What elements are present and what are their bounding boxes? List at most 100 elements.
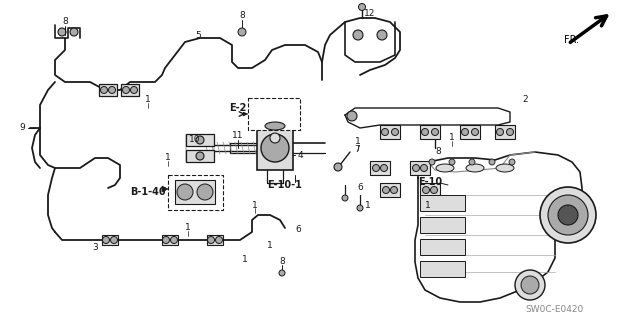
Bar	[257, 126, 293, 170]
Bar	[420, 195, 465, 211]
Text: B-1-40: B-1-40	[130, 187, 166, 197]
Text: 11: 11	[232, 130, 244, 139]
Circle shape	[170, 236, 177, 243]
Text: 6: 6	[295, 226, 301, 234]
Circle shape	[422, 129, 429, 136]
Text: E-10: E-10	[418, 177, 442, 187]
Bar	[99, 84, 117, 96]
Circle shape	[372, 165, 380, 172]
Circle shape	[383, 187, 390, 194]
Circle shape	[196, 152, 204, 160]
Circle shape	[472, 129, 479, 136]
Circle shape	[431, 187, 438, 194]
Circle shape	[100, 86, 108, 93]
Circle shape	[196, 136, 204, 144]
Circle shape	[558, 205, 578, 225]
Text: 1: 1	[365, 201, 371, 210]
Circle shape	[109, 86, 115, 93]
Circle shape	[515, 270, 545, 300]
Text: 1: 1	[145, 95, 151, 105]
Text: 8: 8	[435, 147, 441, 157]
Ellipse shape	[466, 164, 484, 172]
Polygon shape	[162, 186, 168, 192]
Bar	[102, 235, 118, 245]
Circle shape	[420, 165, 428, 172]
Circle shape	[102, 236, 109, 243]
Circle shape	[381, 165, 387, 172]
Bar	[162, 235, 178, 245]
Text: 1: 1	[185, 224, 191, 233]
Circle shape	[381, 129, 388, 136]
Circle shape	[163, 236, 170, 243]
Circle shape	[540, 187, 596, 243]
Bar	[420, 261, 465, 277]
Circle shape	[238, 28, 246, 36]
Text: 5: 5	[195, 31, 201, 40]
Circle shape	[497, 129, 504, 136]
Circle shape	[261, 134, 289, 162]
Text: 3: 3	[92, 243, 98, 253]
Text: 1: 1	[242, 256, 248, 264]
Circle shape	[357, 205, 363, 211]
Ellipse shape	[496, 164, 514, 172]
Circle shape	[177, 184, 193, 200]
Circle shape	[461, 129, 468, 136]
Bar	[248, 98, 300, 130]
Bar	[460, 125, 480, 139]
Bar	[380, 183, 400, 197]
Circle shape	[413, 165, 419, 172]
Bar	[186, 134, 214, 146]
Text: FR.: FR.	[564, 35, 580, 45]
Text: 1: 1	[355, 137, 361, 146]
Bar	[420, 239, 465, 255]
Circle shape	[431, 132, 438, 139]
Bar	[495, 125, 515, 139]
Text: 10: 10	[189, 136, 201, 145]
Circle shape	[506, 129, 513, 136]
Bar	[370, 161, 390, 175]
Text: 7: 7	[354, 145, 360, 154]
Ellipse shape	[436, 164, 454, 172]
Bar	[168, 175, 223, 210]
Ellipse shape	[265, 122, 285, 130]
Text: E-2: E-2	[229, 103, 246, 113]
Text: 1: 1	[165, 153, 171, 162]
Circle shape	[489, 159, 495, 165]
Text: 1: 1	[449, 133, 455, 143]
Circle shape	[279, 270, 285, 276]
Text: 1: 1	[267, 241, 273, 249]
Circle shape	[509, 159, 515, 165]
Text: SW0C-E0420: SW0C-E0420	[526, 306, 584, 315]
Circle shape	[431, 129, 438, 136]
Bar	[410, 161, 430, 175]
Circle shape	[111, 236, 118, 243]
Bar	[380, 125, 400, 139]
Circle shape	[353, 30, 363, 40]
Bar	[207, 235, 223, 245]
Text: 8: 8	[62, 18, 68, 26]
Text: E-10-1: E-10-1	[268, 180, 303, 190]
Circle shape	[216, 236, 223, 243]
Circle shape	[131, 86, 138, 93]
Bar	[186, 150, 214, 162]
Circle shape	[347, 111, 357, 121]
Text: 8: 8	[239, 11, 245, 20]
Circle shape	[358, 4, 365, 11]
Text: 12: 12	[364, 9, 376, 18]
Circle shape	[548, 195, 588, 235]
Text: 1: 1	[252, 201, 258, 210]
Circle shape	[270, 133, 280, 143]
Text: 2: 2	[522, 95, 528, 105]
Circle shape	[521, 276, 539, 294]
Bar	[420, 125, 440, 139]
Text: 8: 8	[279, 257, 285, 266]
Text: 9: 9	[19, 123, 25, 132]
Circle shape	[422, 187, 429, 194]
Circle shape	[449, 159, 455, 165]
Circle shape	[70, 28, 78, 36]
Circle shape	[469, 159, 475, 165]
Circle shape	[342, 195, 348, 201]
Circle shape	[207, 236, 214, 243]
Bar	[420, 183, 440, 197]
Circle shape	[197, 184, 213, 200]
